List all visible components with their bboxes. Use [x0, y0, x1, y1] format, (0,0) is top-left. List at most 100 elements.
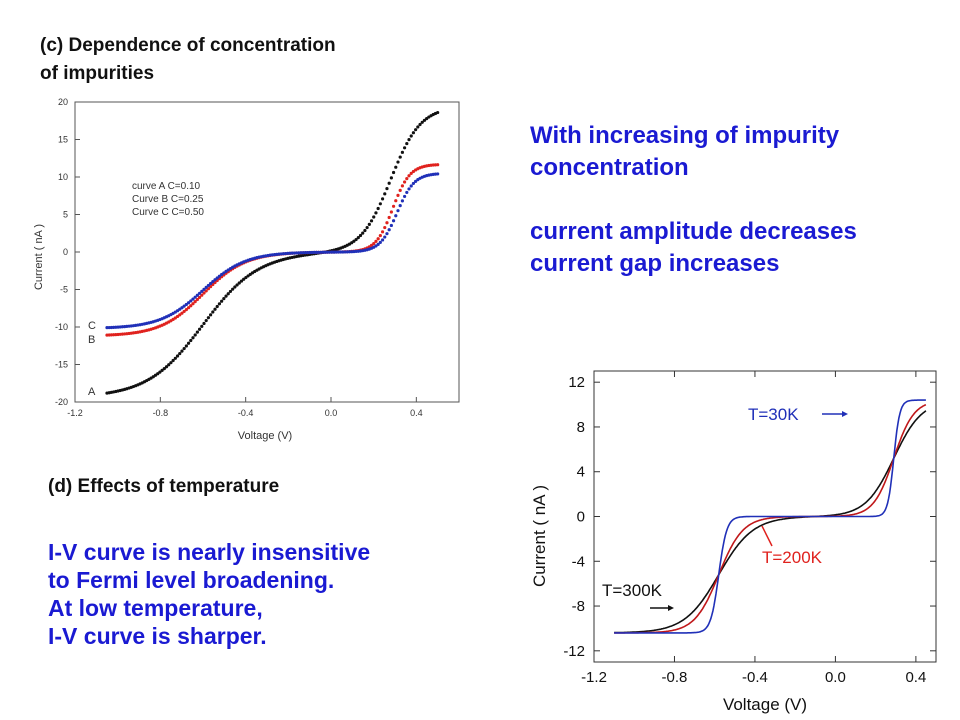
chart-c-point-c: [411, 181, 416, 186]
chart-c-point-a: [354, 237, 358, 242]
chart-c-ytick-label: -10: [55, 322, 68, 332]
chart-c-point-c: [191, 297, 195, 301]
chart-c-point-a: [407, 138, 411, 142]
chart-c-point-c: [374, 244, 378, 248]
chart-c-point-c: [323, 250, 327, 254]
chart-c-point-b: [394, 199, 398, 203]
chart-c-point-b: [398, 188, 402, 192]
chart-c-point-a: [193, 333, 197, 337]
chart-c-point-b: [184, 307, 188, 312]
chart-c-point-a: [215, 304, 219, 309]
chart-c-point-a: [224, 294, 228, 298]
chart-c-point-c: [334, 250, 338, 254]
chart-c-point-c: [184, 302, 188, 307]
chart-c-point-c: [189, 299, 193, 303]
chart-c-point-a: [180, 349, 184, 353]
chart-c-point-b: [189, 304, 193, 308]
chart-c-point-b: [409, 171, 413, 176]
chart-c-legend-entry: Curve C C=0.50: [132, 207, 204, 218]
chart-c-point-a: [233, 285, 237, 289]
chart-c-point-a: [162, 366, 166, 371]
chart-d-xtick-label: -1.2: [581, 669, 607, 686]
chart-c-point-a: [171, 358, 175, 363]
chart-c-point-b: [369, 243, 374, 247]
chart-d-series-t30k: [614, 399, 926, 634]
chart-c-point-a: [178, 351, 182, 356]
chart-c-point-a: [244, 275, 248, 280]
chart-c-point-c: [387, 228, 391, 232]
chart-c-series: [105, 110, 440, 395]
chart-c-point-a: [217, 302, 222, 306]
chart-c-point-a: [422, 118, 427, 122]
chart-c-point-c: [330, 250, 334, 254]
chart-c-point-a: [191, 336, 195, 340]
chart-c-point-a: [158, 370, 162, 374]
chart-c-point-c: [202, 287, 206, 291]
chart-d-ytick-label: 12: [568, 374, 585, 391]
chart-c-point-a: [237, 281, 241, 285]
chart-c-point-a: [378, 202, 382, 206]
chart-c-point-a: [167, 363, 171, 367]
chart-d-ytick-label: 4: [577, 464, 585, 481]
heading-c-line-1: (c) Dependence of concentration: [40, 35, 336, 56]
chart-c-point-a: [228, 289, 233, 294]
chart-c-xtick-label: -0.8: [153, 408, 169, 418]
chart-c-point-a: [389, 176, 393, 180]
heading-c: (c) Dependence of concentration of impur…: [40, 32, 336, 88]
chart-c-point-c: [407, 187, 411, 191]
chart-c-point-a: [182, 346, 186, 351]
chart-c-point-c: [436, 172, 440, 176]
chart-d-series: [614, 399, 927, 634]
chart-c-point-c: [405, 190, 409, 195]
annotation-t30k: T=30K: [748, 405, 799, 424]
chart-c-point-a: [197, 327, 202, 331]
chart-c-point-a: [358, 233, 363, 238]
chart-c-xtick-label: 0.0: [325, 408, 338, 418]
right-text-line-5: current gap increases: [530, 250, 780, 277]
chart-c-point-a: [213, 307, 217, 311]
chart-c-frame: [74, 101, 460, 403]
chart-c-point-a: [231, 287, 235, 291]
chart-c-point-a: [209, 313, 213, 317]
chart-c-point-a: [383, 192, 387, 196]
chart-d-ytick-label: -12: [563, 643, 585, 660]
chart-c-point-a: [409, 134, 413, 138]
chart-c-point-c: [409, 184, 413, 188]
bottom-text-line-2: to Fermi level broadening.: [48, 567, 335, 593]
chart-c-xtick-label: -1.2: [67, 408, 83, 418]
chart-c-point-b: [403, 180, 407, 184]
chart-c-point-a: [400, 150, 404, 154]
chart-c-point-a: [420, 120, 424, 124]
chart-c-point-c: [197, 291, 202, 295]
right-text-line-4: current amplitude decreases: [530, 218, 857, 245]
chart-d-ytick-label: -4: [572, 553, 585, 570]
chart-c-point-c: [220, 272, 224, 277]
chart-c-point-a: [206, 316, 211, 320]
chart-c-point-b: [396, 193, 400, 197]
chart-c-point-b: [193, 300, 197, 304]
chart-c-point-a: [175, 354, 180, 358]
chart-c-legend-entry: Curve B C=0.25: [132, 194, 204, 205]
chart-c-point-a: [239, 279, 244, 283]
chart-temperature: -1.2 -0.8 -0.4 0.0 0.4 -12 -8 -4 0 4 8 12 T=30K T=2…: [530, 370, 937, 714]
chart-c-point-b: [180, 311, 184, 315]
chart-c-point-b: [405, 176, 409, 181]
chart-c-point-a: [195, 330, 199, 334]
chart-c-point-b: [195, 297, 199, 302]
chart-c-ytick-label: -15: [55, 360, 68, 370]
chart-c-point-b: [383, 225, 387, 230]
chart-c-point-a: [418, 122, 422, 127]
right-text-line-2: concentration: [530, 154, 689, 181]
chart-c-point-c: [414, 179, 418, 183]
chart-c-point-a: [385, 186, 389, 191]
chart-c-point-c: [211, 280, 215, 284]
chart-c-point-c: [213, 278, 217, 282]
chart-c-point-c: [204, 285, 208, 289]
chart-c-point-a: [376, 206, 380, 211]
chart-c-point-c: [383, 235, 387, 239]
chart-c-point-a: [242, 277, 246, 281]
chart-c-point-c: [394, 214, 398, 218]
chart-c-point-a: [416, 125, 420, 129]
chart-c-point-a: [403, 146, 407, 150]
chart-c-point-a: [372, 215, 376, 219]
